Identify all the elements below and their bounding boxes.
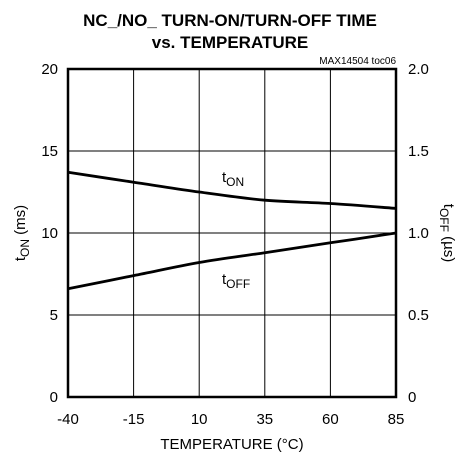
right-y-tick-label: 0: [408, 389, 416, 406]
left-y-axis-label-main: t: [12, 256, 29, 261]
right-y-axis-label-unit: (µs): [440, 232, 457, 262]
right-y-tick-labels: 0 0.5 1.0 1.5 2.0: [408, 61, 429, 406]
series-label-ton-main: t: [222, 169, 227, 186]
series-label-ton-sub: ON: [226, 175, 244, 189]
x-tick-label: 10: [191, 411, 208, 428]
left-y-tick-label: 5: [50, 307, 58, 324]
series-label-toff-sub: OFF: [226, 277, 250, 291]
x-tick-label: 60: [322, 411, 339, 428]
series-line-ton: [67, 170, 397, 210]
right-y-tick-label: 1.0: [408, 225, 429, 242]
left-y-tick-label: 15: [41, 143, 58, 160]
chart-title-line1: NC_/NO_ TURN-ON/TURN-OFF TIME: [83, 11, 377, 30]
right-y-axis-label: tOFF (µs): [437, 204, 457, 262]
left-y-tick-label: 10: [41, 225, 58, 242]
series-label-ton: tON: [222, 169, 244, 189]
left-y-tick-label: 0: [50, 389, 58, 406]
right-y-tick-label: 0.5: [408, 307, 429, 324]
left-y-axis-label: tON (ms): [12, 205, 32, 261]
x-tick-label: 35: [256, 411, 273, 428]
grid: [68, 69, 396, 397]
left-y-tick-label: 20: [41, 61, 58, 78]
x-tick-label: -15: [123, 411, 145, 428]
series-lines: [67, 170, 397, 291]
right-y-tick-label: 1.5: [408, 143, 429, 160]
x-axis-label: TEMPERATURE (°C): [160, 436, 303, 453]
series-line-toff: [67, 231, 397, 291]
x-tick-label: -40: [57, 411, 79, 428]
chart-title-line2: vs. TEMPERATURE: [152, 33, 309, 52]
left-y-tick-labels: 0 5 10 15 20: [41, 61, 58, 406]
series-label-toff-main: t: [222, 271, 227, 288]
x-tick-label: 85: [388, 411, 405, 428]
series-label-toff: tOFF: [222, 271, 250, 291]
right-y-axis-label-sub: OFF: [437, 208, 451, 232]
left-y-axis-label-sub: ON: [18, 239, 32, 257]
x-tick-labels: -40 -15 10 35 60 85: [57, 411, 404, 428]
right-y-tick-label: 2.0: [408, 61, 429, 78]
left-y-axis-label-unit: (ms): [12, 205, 29, 239]
right-y-axis-label-main: t: [440, 204, 457, 209]
figure-id: MAX14504 toc06: [319, 56, 396, 67]
